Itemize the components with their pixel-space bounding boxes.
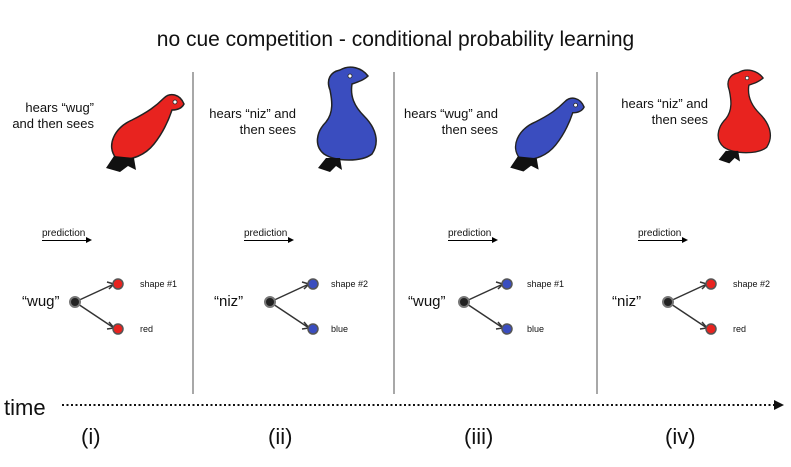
cue-word: “niz” — [612, 293, 642, 310]
red-bird-shape2-icon — [717, 69, 772, 164]
prediction-text: prediction — [42, 228, 86, 239]
hears-text: hears “niz” and then sees — [209, 106, 296, 137]
prediction-label: prediction — [244, 228, 294, 243]
panel-numeral-i: (i) — [81, 424, 101, 449]
outcome-node-top — [112, 278, 124, 290]
cue-word: “wug” — [408, 293, 446, 310]
outcome-node-top — [705, 278, 717, 290]
cue-word: “niz” — [214, 293, 244, 310]
panel-numeral-iii: (iii) — [464, 424, 494, 449]
outcome-label-top: shape #1 — [527, 279, 565, 289]
outcome-node-top — [501, 278, 513, 290]
outcome-label-bottom: blue — [527, 324, 545, 334]
panel-numeral-iv: (iv) — [665, 424, 696, 449]
outcome-label-top: shape #2 — [733, 279, 771, 289]
time-arrow-icon — [62, 400, 784, 410]
time-label: time — [4, 395, 46, 420]
prediction-arrow-icon — [638, 237, 688, 243]
hears-text: hears “niz” and then sees — [621, 96, 708, 127]
outcome-node-bottom — [705, 323, 717, 335]
prediction-text: prediction — [638, 228, 682, 239]
outcome-node-bottom — [501, 323, 513, 335]
prediction-label: prediction — [448, 228, 498, 243]
outcome-node-bottom — [307, 323, 319, 335]
association-network — [69, 278, 124, 335]
hears-text: hears “wug” and then sees — [404, 106, 498, 137]
prediction-label: prediction — [42, 228, 92, 243]
outcome-node-top — [307, 278, 319, 290]
outcome-label-top: shape #2 — [331, 279, 369, 289]
cue-word: “wug” — [22, 293, 60, 310]
diagram-title: no cue competition - conditional probabi… — [156, 28, 635, 51]
prediction-arrow-icon — [448, 237, 498, 243]
panel-divider — [192, 72, 194, 394]
outcome-node-bottom — [112, 323, 124, 335]
association-network — [264, 278, 319, 335]
outcome-label-top: shape #1 — [140, 279, 178, 289]
blue-bird-shape2-icon — [316, 66, 377, 172]
panel-divider — [596, 72, 598, 394]
outcome-label-bottom: red — [733, 324, 747, 334]
prediction-arrow-icon — [244, 237, 294, 243]
red-bird-shape1-icon — [106, 93, 185, 172]
outcome-label-bottom: blue — [331, 324, 349, 334]
association-network — [458, 278, 513, 335]
prediction-arrow-icon — [42, 237, 92, 243]
prediction-text: prediction — [448, 228, 492, 239]
hears-text: hears “wug” and then sees — [12, 100, 94, 131]
blue-bird-shape1-icon — [510, 97, 585, 172]
outcome-label-bottom: red — [140, 324, 154, 334]
panel-divider — [393, 72, 395, 394]
prediction-label: prediction — [638, 228, 688, 243]
prediction-text: prediction — [244, 228, 288, 239]
panel-numeral-ii: (ii) — [268, 424, 293, 449]
association-network — [662, 278, 717, 335]
